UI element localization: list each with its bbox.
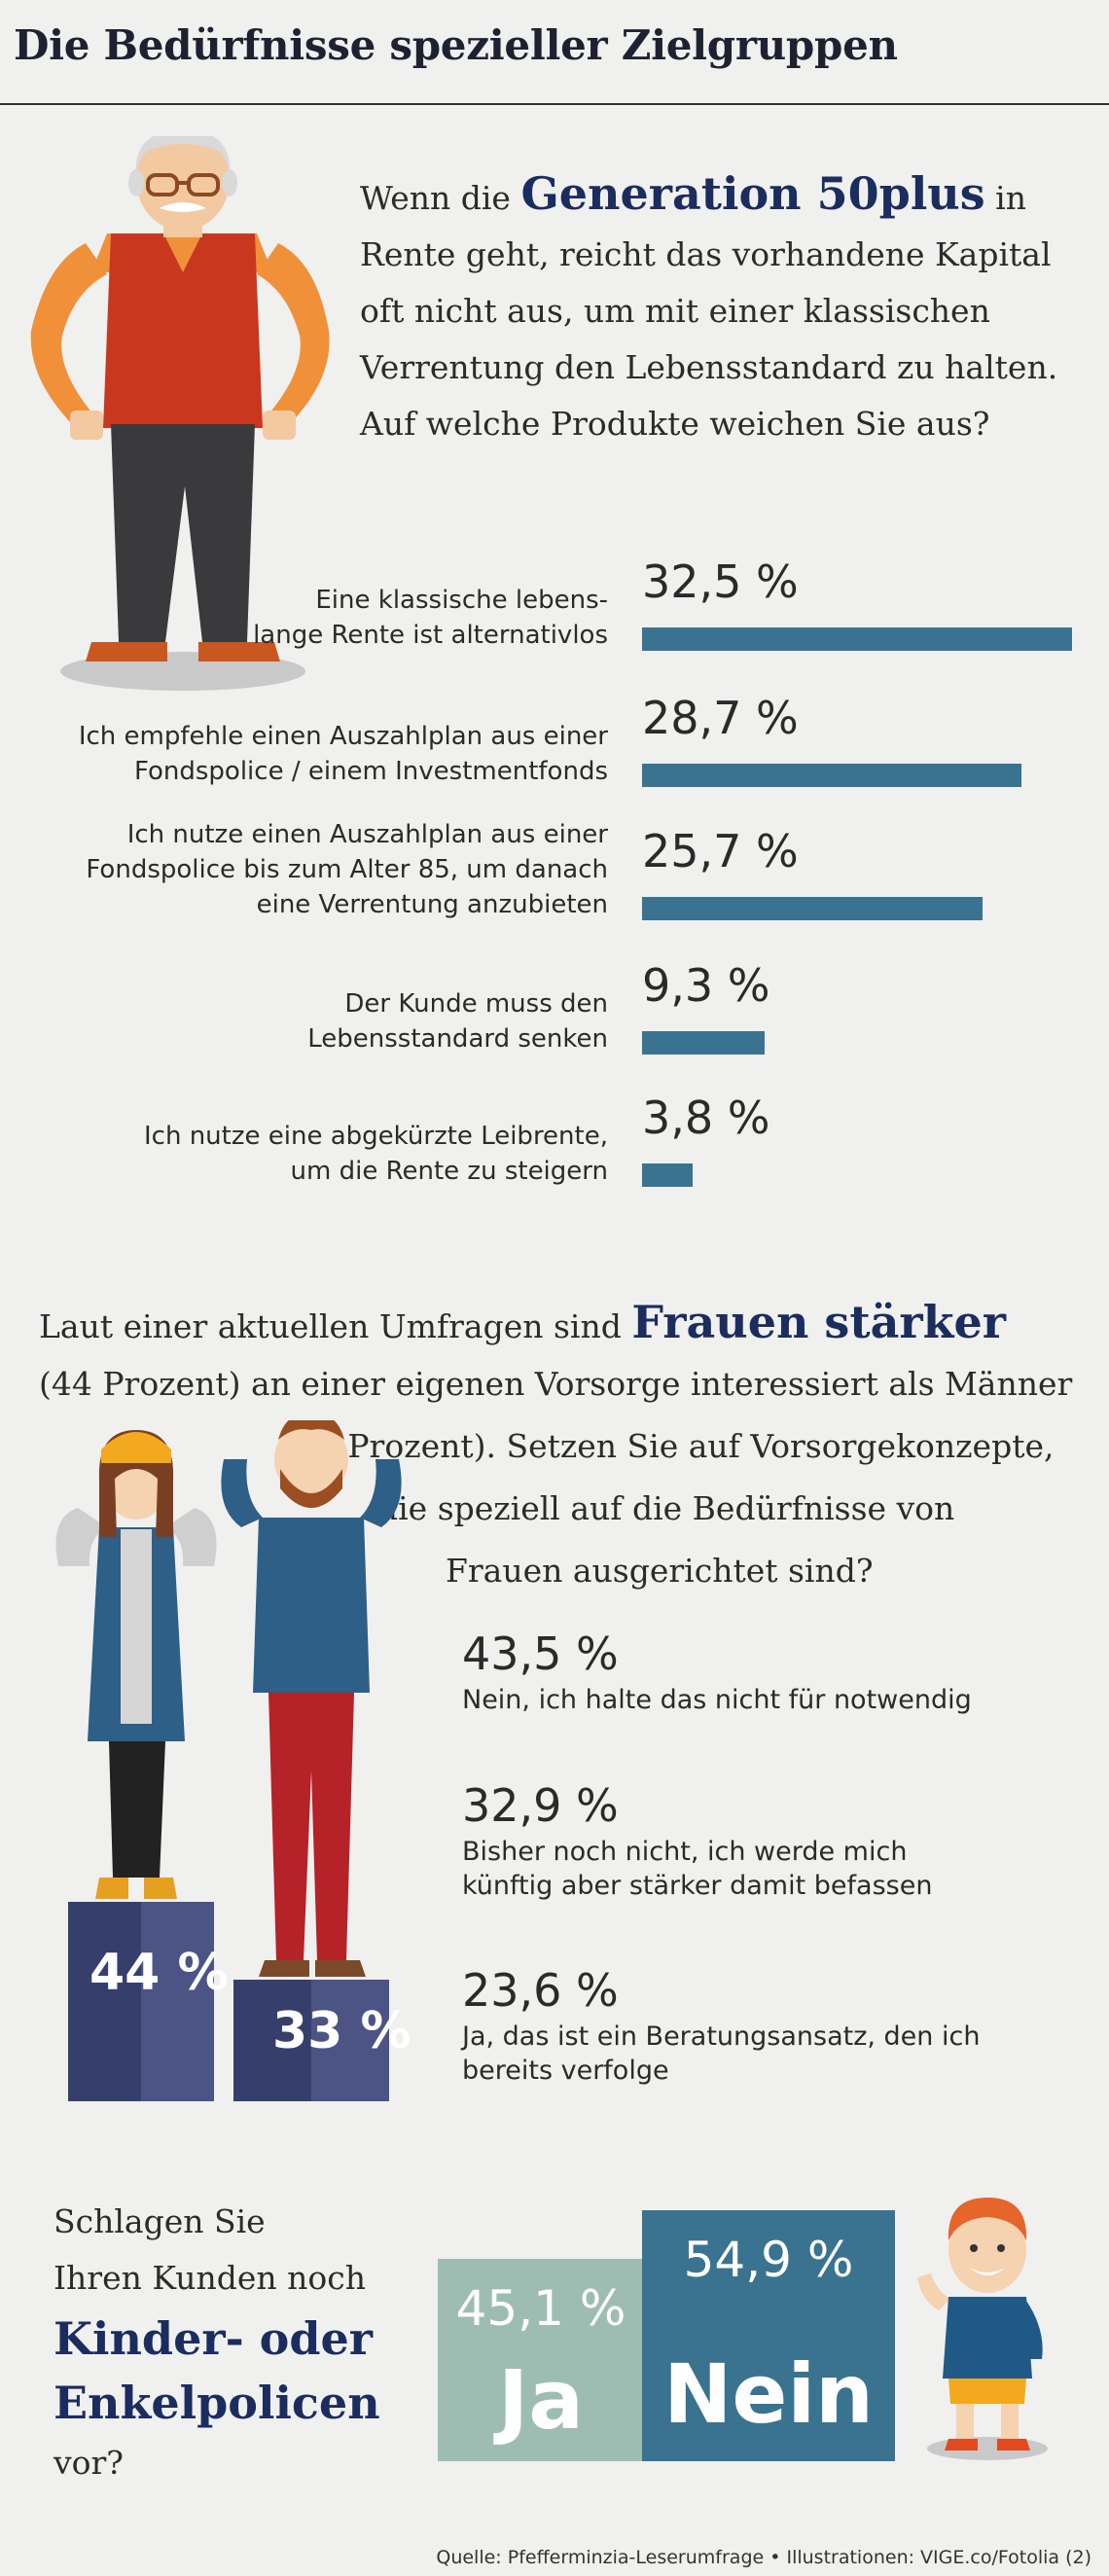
bar	[642, 1163, 693, 1187]
bar-category-label-line: Der Kunde muss den	[344, 989, 608, 1019]
bar	[642, 897, 983, 920]
question-line: Schlagen Sie	[54, 2202, 266, 2240]
woman-man-illustration	[55, 1420, 402, 2101]
section3-question: Schlagen Sie Ihren Kunden noch Kinder- o…	[54, 2194, 380, 2491]
nein-percent: 54,9 %	[683, 2232, 854, 2288]
answer-text: bereits verfolge	[462, 2056, 669, 2086]
question-line: oft nicht aus, um mit einer klassischen	[360, 292, 990, 330]
nein-box: 54,9 % Nein	[642, 2210, 895, 2461]
question-highlight: Enkelpolicen	[54, 2377, 380, 2429]
answer-text: Ja, das ist ein Beratungsansatz, den ich	[462, 2021, 981, 2052]
question-post: in	[995, 179, 1026, 217]
question-highlight: Kinder- oder	[54, 2312, 374, 2365]
answer-item: 43,5 % Nein, ich halte das nicht für not…	[462, 1625, 972, 1717]
answer-item: 32,9 % Bisher noch nicht, ich werde mich…	[462, 1776, 932, 1903]
answer-text: Bisher noch nicht, ich werde mich	[462, 1837, 908, 1867]
bar-category-label-line: Lebensstandard senken	[307, 1024, 608, 1054]
answer-percent: 43,5 %	[462, 1628, 619, 1680]
nein-label: Nein	[663, 2346, 874, 2442]
bar	[642, 627, 1072, 651]
section1-question: Wenn die Generation 50plus in Rente geht…	[360, 165, 1080, 452]
men-percent: 33 %	[272, 2002, 411, 2060]
answer-text: künftig aber stärker damit befassen	[462, 1871, 933, 1901]
title-divider	[0, 103, 1109, 105]
answer-item: 23,6 % Ja, das ist ein Beratungsansatz, …	[462, 1961, 980, 2088]
bar-category-label-line: Ich nutze einen Auszahlplan aus einer	[126, 820, 608, 849]
bar	[642, 764, 1021, 787]
bar-category-label-line: Fondspolice bis zum Alter 85, um danach	[86, 855, 608, 884]
ja-percent: 45,1 %	[455, 2280, 626, 2337]
question-highlight: Frauen stärker	[631, 1296, 1006, 1348]
bar-category-label-line: lange Rente ist alternativlos	[253, 621, 608, 650]
question-line: (33 Prozent). Setzen Sie auf Vorsorgekon…	[284, 1427, 1055, 1465]
women-percent: 44 %	[89, 1944, 229, 2002]
bar-category-label: Ich empfehle einen Auszahlplan aus einer…	[79, 719, 608, 789]
source-note: Quelle: Pfefferminzia-Leserumfrage • Ill…	[436, 2547, 1091, 2568]
answer-text: Nein, ich halte das nicht für notwendig	[462, 1685, 972, 1715]
bar-category-label-line: Fondspolice / einem Investmentfonds	[133, 757, 608, 786]
question-highlight: Generation 50plus	[520, 167, 985, 220]
bar-value-label: 3,8 %	[642, 1091, 770, 1144]
question-line: Auf welche Produkte weichen Sie aus?	[360, 405, 990, 443]
bar-category-label: Ich nutze eine abgekürzte Leibrente, um d…	[144, 1119, 608, 1189]
child-illustration	[917, 2198, 1048, 2460]
bar-value-label: 28,7 %	[642, 692, 799, 744]
bar-category-label-line: Ich nutze eine abgekürzte Leibrente,	[144, 1122, 608, 1151]
question-line: vor?	[54, 2444, 124, 2482]
question-line: die speziell auf die Bedürfnisse von	[377, 1489, 955, 1527]
question-line: Frauen ausgerichtet sind?	[446, 1552, 874, 1590]
bar-category-label-line: Eine klassische lebens-	[315, 586, 608, 615]
question-line: Rente geht, reicht das vorhandene Kapita…	[360, 235, 1052, 273]
senior-man-illustration	[30, 136, 330, 691]
bar-value-label: 32,5 %	[642, 555, 799, 608]
bar-category-label-line: eine Verrentung anzubieten	[256, 890, 608, 919]
bar	[642, 1031, 765, 1055]
question-line: (44 Prozent) an einer eigenen Vorsorge i…	[39, 1365, 1073, 1403]
bar-category-label-line: Ich empfehle einen Auszahlplan aus einer	[78, 722, 608, 751]
question-pre: Laut einer aktuellen Umfragen sind	[39, 1307, 622, 1345]
bar-category-label-line: um die Rente zu steigern	[290, 1157, 608, 1186]
answer-percent: 32,9 %	[462, 1779, 619, 1832]
page-title: Die Bedürfnisse spezieller Zielgruppen	[14, 21, 898, 69]
ja-label: Ja	[498, 2352, 584, 2448]
answer-percent: 23,6 %	[462, 1964, 619, 2017]
question-line: Ihren Kunden noch	[54, 2259, 367, 2297]
bar-category-label: Der Kunde muss den Lebensstandard senken	[307, 986, 608, 1056]
bar-value-label: 25,7 %	[642, 825, 799, 877]
question-pre: Wenn die	[360, 179, 511, 217]
ja-box: 45,1 % Ja	[438, 2259, 644, 2461]
bar-value-label: 9,3 %	[642, 959, 770, 1012]
bar-category-label: Eine klassische lebens-lange Rente ist a…	[253, 583, 608, 653]
bar-category-label: Ich nutze einen Auszahlplan aus einer Fon…	[86, 817, 608, 922]
question-line: Verrentung den Lebensstandard zu halten.	[360, 348, 1058, 386]
